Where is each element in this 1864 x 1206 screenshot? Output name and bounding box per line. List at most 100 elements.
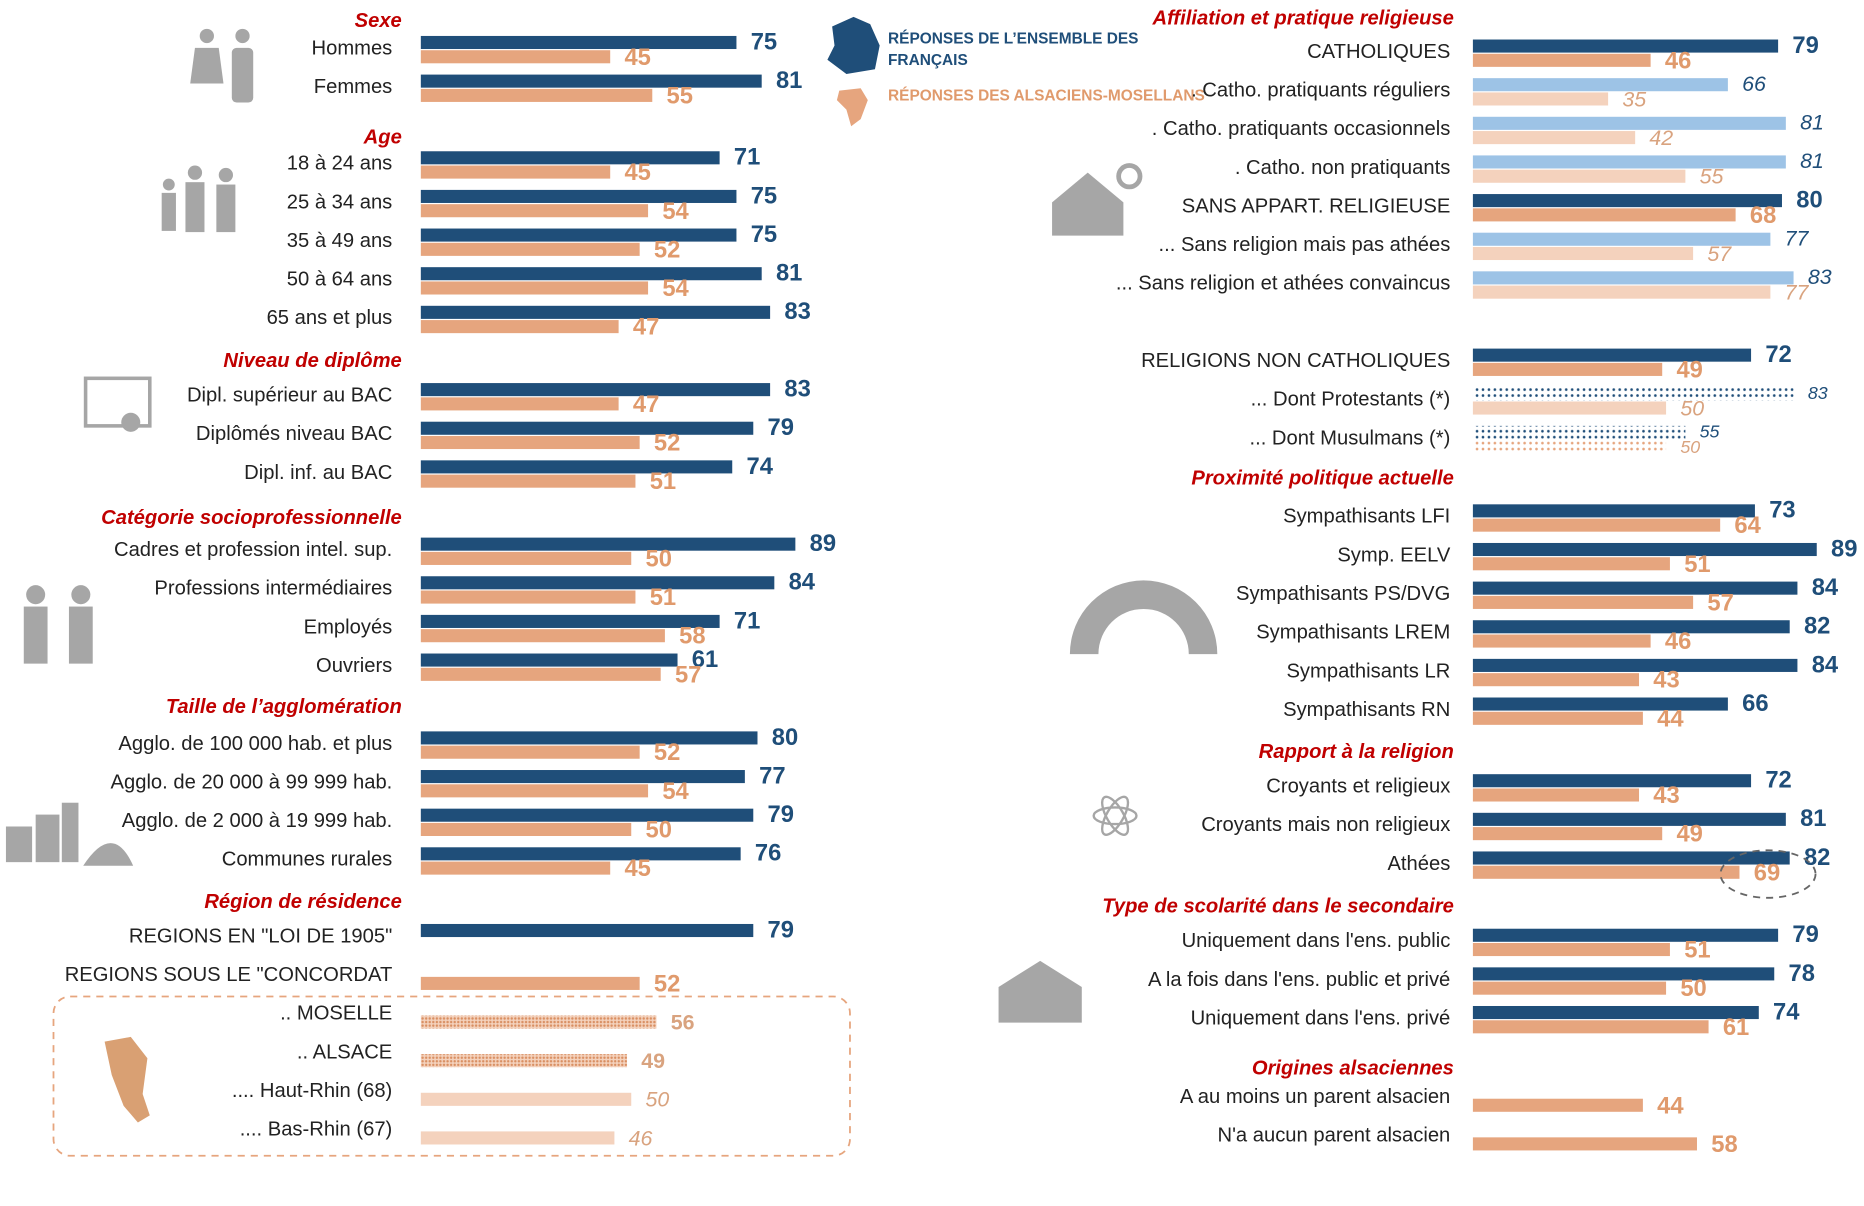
bar [1472, 232, 1771, 246]
value-label: 81 [1800, 111, 1824, 135]
value-label: 72 [1765, 767, 1791, 794]
bar [1472, 246, 1694, 261]
row-label: Symp. EELV [1337, 544, 1450, 566]
bar [420, 320, 619, 334]
bar [420, 745, 640, 759]
bar [420, 923, 754, 938]
row-label: 65 ans et plus [267, 307, 393, 329]
bar [420, 35, 737, 50]
bar [1472, 774, 1752, 788]
row-label: . Catho. non pratiquants [1235, 157, 1450, 179]
legend-label: RÉPONSES DE L’ENSEMBLE DES FRANÇAIS [888, 31, 1138, 69]
bar [1472, 557, 1670, 571]
row-label: Communes rurales [222, 849, 393, 871]
row-label: Sympathisants LREM [1256, 622, 1450, 644]
bar [1472, 39, 1779, 53]
value-label: 66 [1742, 690, 1768, 717]
bar [1472, 440, 1667, 454]
value-label: 43 [1653, 782, 1679, 809]
row-label: REGIONS EN "LOI DE 1905" [129, 925, 392, 947]
bar [420, 165, 611, 179]
value-label: 45 [624, 44, 650, 71]
bar [1472, 1137, 1697, 1151]
bar [1472, 620, 1790, 634]
value-label: 82 [1804, 613, 1830, 640]
row-label: 25 à 34 ans [287, 191, 393, 213]
row-label: ... Dont Musulmans (*) [1249, 427, 1450, 449]
bar [420, 629, 665, 643]
value-label: 83 [1808, 265, 1832, 289]
value-label: 50 [646, 1088, 670, 1112]
bar [1472, 116, 1786, 130]
value-label: 55 [1700, 422, 1720, 442]
bar [1472, 788, 1640, 802]
bar [1472, 169, 1686, 183]
group-title: Proximité politique actuelle [1191, 468, 1454, 490]
value-label: 73 [1769, 497, 1795, 524]
bar [1472, 595, 1694, 609]
value-label: 49 [1676, 821, 1702, 848]
row-label: Croyants et religieux [1266, 776, 1450, 798]
value-label: 46 [629, 1126, 653, 1150]
value-label: 68 [1750, 202, 1776, 229]
value-label: 50 [646, 545, 672, 572]
value-label: 83 [784, 375, 810, 402]
value-label: 81 [776, 67, 802, 94]
bar [1472, 981, 1667, 995]
value-label: 69 [1754, 859, 1780, 886]
bar [1472, 504, 1755, 518]
legend-swatch-alsace [836, 88, 868, 127]
row-label: Uniquement dans l'ens. public [1182, 930, 1451, 952]
bar [420, 576, 775, 590]
row-label: ... Dont Protestants (*) [1251, 389, 1451, 411]
bar [420, 1092, 632, 1106]
value-label: 79 [1792, 921, 1818, 948]
bar [1472, 271, 1794, 285]
value-label: 55 [667, 82, 693, 109]
bar [1472, 518, 1721, 532]
value-label: 46 [1665, 628, 1691, 655]
value-label: 57 [1707, 242, 1732, 266]
row-label: REGIONS SOUS LE "CONCORDAT [65, 964, 393, 986]
bar [420, 474, 636, 488]
bar [1472, 155, 1786, 169]
bar [1472, 1005, 1759, 1020]
value-label: 49 [641, 1049, 665, 1073]
value-label: 47 [633, 391, 659, 418]
group-title: Age [363, 127, 402, 149]
value-label: 57 [675, 661, 701, 688]
bar [420, 189, 737, 203]
bar [1472, 194, 1782, 208]
value-label: 49 [1676, 356, 1702, 383]
bar [420, 551, 632, 565]
bar [420, 383, 771, 397]
value-label: 66 [1742, 72, 1766, 96]
bar [420, 861, 611, 875]
value-label: 77 [1785, 281, 1810, 305]
bar [420, 822, 632, 836]
bar [1472, 711, 1643, 725]
bar [420, 731, 758, 745]
value-label: 79 [768, 414, 794, 441]
value-label: 64 [1734, 512, 1761, 539]
row-label: Employés [304, 616, 393, 638]
row-label: CATHOLIQUES [1307, 41, 1450, 63]
value-label: 44 [1657, 1092, 1684, 1119]
value-label: 76 [755, 840, 781, 867]
bar [420, 50, 611, 64]
bar [1472, 928, 1779, 942]
bar [420, 1131, 615, 1145]
bar [420, 242, 640, 256]
bar [420, 667, 661, 681]
value-label: 47 [633, 314, 659, 341]
bar [420, 1015, 657, 1029]
group-title: Affiliation et pratique religieuse [1151, 8, 1453, 30]
bar [420, 460, 733, 474]
value-label: 56 [671, 1010, 695, 1034]
bar [1472, 208, 1736, 222]
bar [1472, 78, 1728, 92]
value-label: 61 [1723, 1014, 1749, 1041]
legend-swatch-france [827, 16, 880, 74]
